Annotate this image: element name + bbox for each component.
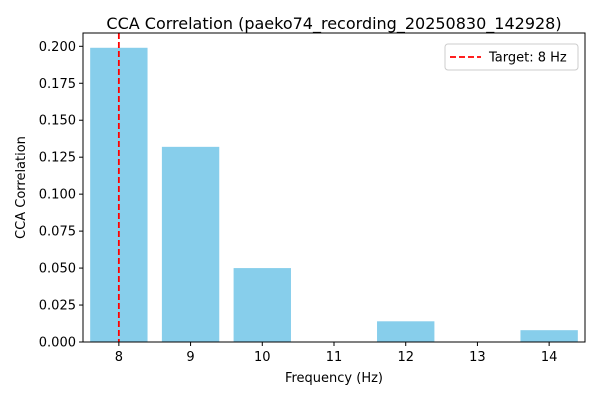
- y-axis-label: CCA Correlation: [14, 136, 29, 239]
- x-axis-label: Frequency (Hz): [285, 371, 383, 386]
- y-tick-label: 0.125: [39, 151, 76, 166]
- plot-frame: [82, 32, 586, 343]
- y-axis: 0.000 0.025 0.050 0.075 0.100 0.125 0.150 0.175…: [39, 40, 83, 351]
- y-tick-label: 0.150: [39, 114, 76, 129]
- bars-group: [90, 47, 578, 342]
- bar-10hz: [233, 268, 291, 342]
- y-tick-label: 0.050: [39, 262, 76, 277]
- x-tick-label: 13: [469, 350, 486, 365]
- legend-label-target: Target: 8 Hz: [488, 51, 567, 66]
- x-tick-label: 11: [326, 350, 343, 365]
- y-tick-label: 0.175: [39, 77, 76, 92]
- y-tick-label: 0.200: [39, 40, 76, 55]
- x-tick-label: 8: [115, 350, 123, 365]
- legend-box: [444, 43, 579, 71]
- chart-title: CCA Correlation (paeko74_recording_20250…: [106, 14, 561, 34]
- x-axis: 8 9 10 11 12 13 14: [115, 342, 558, 365]
- legend: Target: 8 Hz: [444, 43, 579, 71]
- x-tick-label: 10: [254, 350, 271, 365]
- bar-14hz: [520, 330, 578, 342]
- y-tick-label: 0.000: [39, 336, 76, 351]
- bar-12hz: [377, 321, 435, 342]
- x-tick-label: 12: [397, 350, 414, 365]
- x-tick-label: 9: [186, 350, 194, 365]
- bar-9hz: [161, 146, 220, 342]
- y-tick-label: 0.100: [39, 188, 76, 203]
- x-tick-label: 14: [541, 350, 558, 365]
- y-tick-label: 0.025: [39, 299, 76, 314]
- y-tick-label: 0.075: [39, 225, 76, 240]
